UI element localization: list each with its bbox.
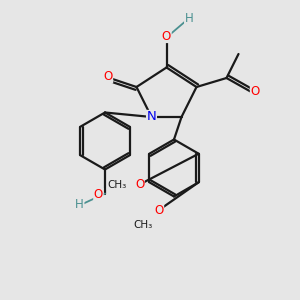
Text: CH₃: CH₃ [107,179,127,190]
Text: O: O [94,188,103,202]
Text: O: O [154,203,164,217]
Text: O: O [135,178,144,191]
Text: O: O [162,29,171,43]
Text: N: N [147,110,156,124]
Text: H: H [75,197,84,211]
Text: H: H [184,11,194,25]
Text: O: O [250,85,260,98]
Text: CH₃: CH₃ [133,220,152,230]
Text: O: O [103,70,112,83]
